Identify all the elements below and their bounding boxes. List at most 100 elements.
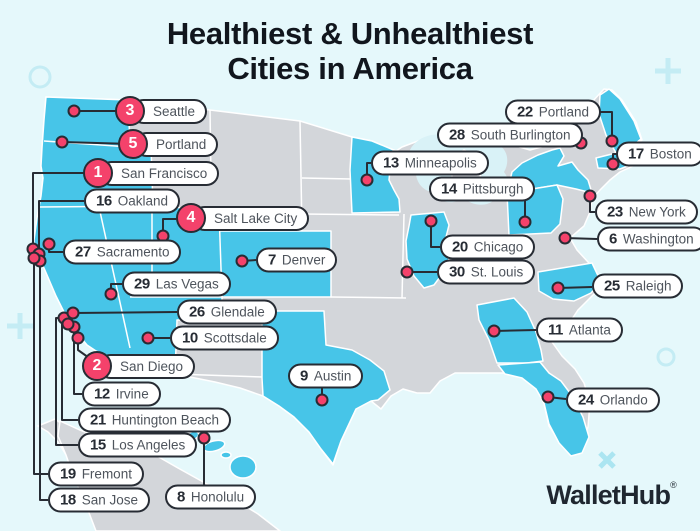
city-name: Portland <box>156 136 207 152</box>
city-pill: 26 Glendale <box>177 299 277 325</box>
leader-line-oakland-16 <box>38 200 84 254</box>
city-rank: 13 <box>383 154 399 172</box>
city-dot-boston-17 <box>606 157 620 171</box>
city-label-austin-9: 9 Austin <box>288 363 364 389</box>
city-rank: 18 <box>60 491 76 509</box>
city-pill: 7 Denver <box>256 247 338 273</box>
city-rank: 19 <box>60 465 76 483</box>
plus-decoration <box>655 58 681 84</box>
leader-line-atlanta-11 <box>493 329 537 332</box>
registered-mark: ® <box>670 480 677 490</box>
city-rank: 12 <box>94 385 110 403</box>
city-pill: 16 Oakland <box>84 188 180 214</box>
city-label-salt-lake-city-4: 4 Salt Lake City <box>176 203 310 233</box>
city-dot-san-diego-2 <box>71 331 85 345</box>
city-label-huntington-beach-21: 21 Huntington Beach <box>78 407 232 433</box>
city-label-las-vegas-29: 29 Las Vegas <box>122 271 231 297</box>
title-line-2: Cities in America <box>227 51 473 86</box>
city-dot-washington-6 <box>558 231 572 245</box>
city-dot-seattle-3 <box>67 104 81 118</box>
city-name: Irvine <box>115 386 149 402</box>
city-name: San Jose <box>81 492 138 508</box>
city-label-boston-17: 17 Boston <box>616 141 700 167</box>
city-dot-fremont-19 <box>27 251 41 265</box>
city-rank: 25 <box>604 277 620 295</box>
city-label-glendale-26: 26 Glendale <box>177 299 277 325</box>
city-name: Oakland <box>117 193 168 209</box>
city-rank: 9 <box>300 367 308 385</box>
healthy-rank-badge: 3 <box>115 96 145 126</box>
city-name: Minneapolis <box>404 155 477 171</box>
city-label-scottsdale-10: 10 Scottsdale <box>170 325 279 351</box>
city-pill: 25 Raleigh <box>592 273 684 299</box>
city-name: Chicago <box>473 239 524 255</box>
city-name: Honolulu <box>190 489 245 505</box>
title-line-1: Healthiest & Unhealthiest <box>166 16 534 51</box>
city-rank: 28 <box>449 126 465 144</box>
city-dot-atlanta-11 <box>487 324 501 338</box>
city-pill: Portland <box>134 131 219 157</box>
city-dot-chicago-20 <box>424 214 438 228</box>
wallethub-logo: WalletHub® <box>546 480 676 511</box>
city-label-denver-7: 7 Denver <box>256 247 338 273</box>
healthy-rank-badge: 1 <box>83 158 113 188</box>
city-label-washington-6: 6 Washington <box>597 226 700 252</box>
city-rank: 7 <box>268 251 276 269</box>
city-pill: 21 Huntington Beach <box>78 407 232 433</box>
healthy-rank-badge: 4 <box>176 203 206 233</box>
city-label-fremont-19: 19 Fremont <box>48 461 144 487</box>
city-label-irvine-12: 12 Irvine <box>82 381 161 407</box>
city-rank: 15 <box>90 436 106 454</box>
city-label-orlando-24: 24 Orlando <box>566 387 660 413</box>
healthy-rank-badge: 5 <box>118 129 148 159</box>
city-dot-raleigh-25 <box>551 281 565 295</box>
city-dot-pittsburgh-14 <box>518 215 532 229</box>
city-name: Huntington Beach <box>111 412 220 428</box>
city-label-san-francisco-1: 1 San Francisco <box>83 158 220 188</box>
city-pill: 20 Chicago <box>440 234 536 260</box>
city-pill: 29 Las Vegas <box>122 271 231 297</box>
city-label-honolulu-8: 8 Honolulu <box>165 484 257 510</box>
city-name: Glendale <box>210 304 265 320</box>
city-rank: 20 <box>452 238 468 256</box>
page-title: Healthiest & Unhealthiest Cities in Amer… <box>0 16 700 86</box>
city-rank: 22 <box>517 103 533 121</box>
city-label-south-burlington-28: 28 South Burlington <box>437 122 583 148</box>
city-pill: 14 Pittsburgh <box>429 176 536 202</box>
city-dot-orlando-24 <box>541 390 555 404</box>
healthy-rank-badge: 2 <box>82 351 112 381</box>
city-name: San Diego <box>120 358 184 374</box>
city-rank: 21 <box>90 411 106 429</box>
city-label-raleigh-25: 25 Raleigh <box>592 273 684 299</box>
city-label-st-louis-30: 30 St. Louis <box>437 259 536 285</box>
city-dot-glendale-26 <box>66 306 80 320</box>
city-rank: 14 <box>441 180 457 198</box>
circle-decoration <box>28 65 52 89</box>
city-name: San Francisco <box>121 165 208 181</box>
city-rank: 11 <box>548 321 563 339</box>
city-label-portland-5: 5 Portland <box>118 129 219 159</box>
city-name: New York <box>628 204 686 220</box>
city-name: St. Louis <box>470 264 524 280</box>
city-name: Portland <box>538 104 589 120</box>
city-dot-st-louis-30 <box>400 265 414 279</box>
city-pill: 19 Fremont <box>48 461 144 487</box>
city-pill: 22 Portland <box>505 99 601 125</box>
city-name: Pittsburgh <box>462 181 524 197</box>
city-name: South Burlington <box>470 127 571 143</box>
city-pill: 28 South Burlington <box>437 122 583 148</box>
city-rank: 17 <box>628 145 644 163</box>
city-label-atlanta-11: 11 Atlanta <box>536 317 623 343</box>
city-dot-las-vegas-29 <box>104 287 118 301</box>
city-pill: San Francisco <box>99 160 220 186</box>
city-dot-austin-9 <box>315 393 329 407</box>
city-name: Los Angeles <box>111 437 186 453</box>
circle-decoration <box>656 347 676 367</box>
city-label-seattle-3: 3 Seattle <box>115 96 208 126</box>
city-name: Salt Lake City <box>214 210 298 226</box>
city-label-portland-22: 22 Portland <box>505 99 601 125</box>
leader-line-chicago-20 <box>430 221 440 248</box>
city-dots <box>26 104 620 445</box>
